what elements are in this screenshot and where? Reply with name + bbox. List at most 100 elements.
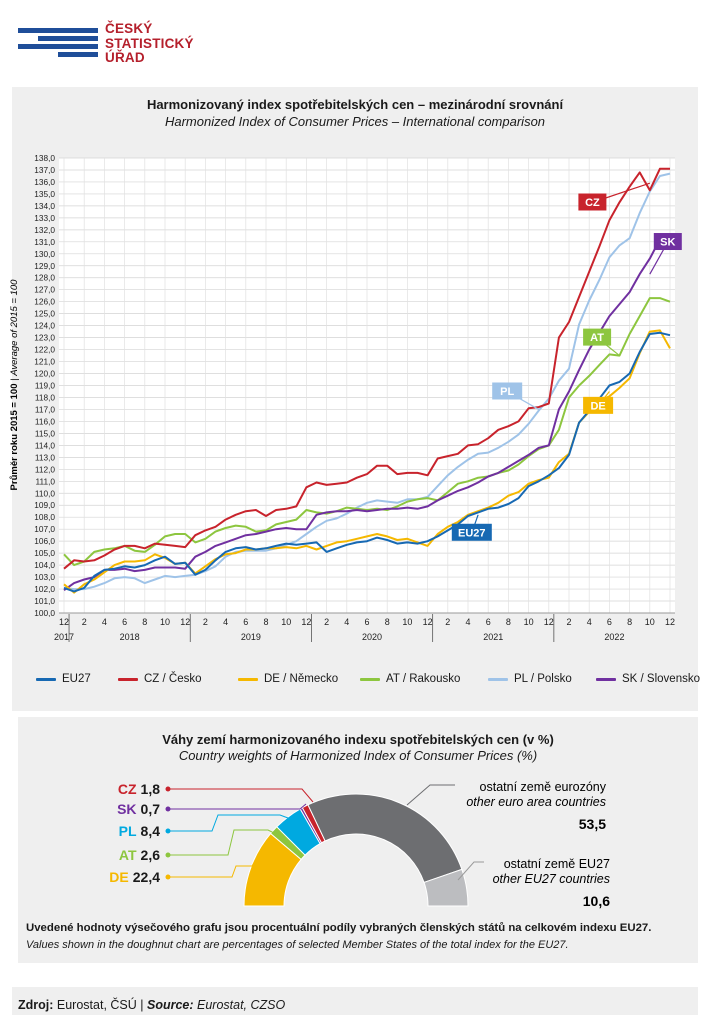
y-tick-label: 119,0: [35, 381, 56, 391]
logo-text: ČESKÝ STATISTICKÝ ÚŘAD: [105, 21, 194, 66]
x-tick-label: 2: [566, 617, 571, 627]
tag-label-at: AT: [590, 332, 604, 344]
y-tick-label: 111,0: [35, 476, 55, 486]
tag-label-pl: PL: [500, 386, 514, 398]
tag-box-at: [583, 328, 612, 346]
year-label: 2017: [54, 632, 74, 642]
year-label: 2021: [483, 632, 503, 642]
logo-line: ÚŘAD: [105, 50, 145, 65]
year-label: 2020: [362, 632, 382, 642]
legend-swatch: [118, 677, 138, 681]
series-line-eu27: [63, 331, 671, 593]
x-tick-label: 8: [263, 617, 268, 627]
y-tick-label: 129,0: [34, 261, 55, 271]
tag-box-pl: [492, 382, 523, 400]
tag-label-eu27: EU27: [458, 527, 486, 539]
tag-box-cz: [578, 193, 607, 211]
tag-box-de: [583, 396, 614, 414]
y-tick-label: 114,0: [35, 440, 56, 450]
series-line-pl: [63, 172, 671, 591]
y-tick-label: 112,0: [35, 464, 56, 474]
y-tick-label: 102,0: [34, 584, 55, 594]
x-tick-label: 10: [645, 617, 655, 627]
y-tick-label: 131,0: [34, 237, 55, 247]
y-axis-label-sep: |: [9, 376, 20, 384]
x-tick-label: 12: [59, 617, 69, 627]
logo-line: ČESKÝ: [105, 21, 153, 36]
x-tick-label: 12: [180, 617, 190, 627]
x-tick-label: 10: [402, 617, 412, 627]
y-tick-label: 121,0: [34, 357, 55, 367]
x-tick-label: 4: [587, 617, 592, 627]
y-axis-label: Průměr roku 2015 = 100 | Average of 2015…: [9, 279, 20, 491]
x-tick-label: 12: [665, 617, 675, 627]
logo-line: STATISTICKÝ: [105, 35, 194, 51]
y-tick-label: 134,0: [34, 201, 55, 211]
doughnut-note-en: Values shown in the doughnut chart are p…: [26, 939, 569, 951]
tag-box-eu27: [451, 523, 492, 541]
series-line-cz: [63, 167, 670, 570]
legend-label: PL / Polsko: [514, 673, 572, 685]
legend-item-sk: SK / Slovensko: [596, 673, 700, 685]
y-tick-label: 130,0: [34, 249, 55, 259]
legend-swatch: [596, 677, 616, 681]
x-tick-label: 12: [544, 617, 554, 627]
doughnut-subtitle: Country weights of Harmonized Index of C…: [178, 748, 538, 763]
y-tick-label: 106,0: [34, 536, 55, 546]
y-tick-label: 126,0: [34, 297, 55, 307]
y-tick-label: 125,0: [34, 309, 55, 319]
legend-item-eu27: EU27: [36, 673, 91, 685]
legend-item-de: DE / Německo: [238, 673, 338, 685]
tag-label-de: DE: [590, 400, 605, 412]
legend-swatch: [360, 677, 380, 681]
legend-label: EU27: [62, 673, 91, 685]
y-tick-label: 135,0: [34, 189, 55, 199]
line-chart: 100,0 101,0 102,0 103,0 104,0 105,0 106,0 107,0…: [9, 153, 682, 642]
y-tick-label: 133,0: [34, 213, 55, 223]
source-value-en: Eurostat, CZSO: [193, 998, 286, 1012]
legend-label: AT / Rakousko: [386, 673, 461, 685]
y-tick-label: 138,0: [34, 153, 55, 163]
source-label-en: Source:: [146, 998, 194, 1012]
tag-label-sk: SK: [660, 237, 675, 249]
x-tick-label: 8: [385, 617, 390, 627]
y-tick-label: 115,0: [35, 428, 56, 438]
y-tick-label: 117,0: [35, 404, 56, 414]
y-tick-label: 105,0: [34, 548, 55, 558]
tag-label-cz: CZ: [585, 197, 600, 209]
y-tick-label: 122,0: [34, 345, 55, 355]
doughnut-note: Uvedené hodnoty výsečového grafu jsou pr…: [26, 922, 652, 934]
y-tick-label: 104,0: [34, 560, 55, 570]
legend-swatch: [238, 677, 258, 681]
x-tick-labels: 12 2 4 6 8 10 12 2 4 6 8 10 12 2 4 6 8 10 12 2 4 6 8 10 12 2 4 6 8 10…: [54, 614, 675, 642]
y-tick-label: 113,0: [35, 452, 56, 462]
doughnut-panel: Váhy zemí harmonizovaného indexu spotřeb…: [18, 717, 698, 963]
series-lines: [63, 167, 671, 594]
x-tick-label: 6: [607, 617, 612, 627]
legend-label: CZ / Česko: [144, 673, 202, 685]
y-tick-label: 118,0: [35, 392, 56, 402]
y-tick-label: 110,0: [35, 488, 56, 498]
x-tick-label: 4: [465, 617, 470, 627]
year-label: 2018: [120, 632, 140, 642]
x-tick-label: 10: [160, 617, 170, 627]
csu-logo: ČESKÝ STATISTICKÝ ÚŘAD: [18, 21, 218, 72]
x-tick-label: 6: [364, 617, 369, 627]
y-tick-label: 120,0: [34, 369, 55, 379]
x-tick-label: 12: [301, 617, 311, 627]
chart-title: Harmonizovaný index spotřebitelských cen…: [146, 97, 564, 112]
y-tick-label: 103,0: [34, 572, 55, 582]
x-tick-label: 12: [423, 617, 433, 627]
legend-swatch: [488, 677, 508, 681]
legend-label: SK / Slovensko: [622, 673, 700, 685]
grid: [59, 157, 675, 614]
source-value: Eurostat, ČSÚ |: [53, 998, 147, 1012]
y-tick-label: 136,0: [34, 177, 55, 187]
series-line-at: [63, 297, 671, 567]
x-tick-label: 8: [506, 617, 511, 627]
x-tick-label: 4: [344, 617, 349, 627]
x-tick-label: 6: [243, 617, 248, 627]
series-tags: CZ SK AT PL DE EU27: [451, 182, 682, 541]
series-line-sk: [63, 236, 671, 592]
y-axis-label-cs: Průměr roku 2015 = 100: [9, 384, 20, 491]
